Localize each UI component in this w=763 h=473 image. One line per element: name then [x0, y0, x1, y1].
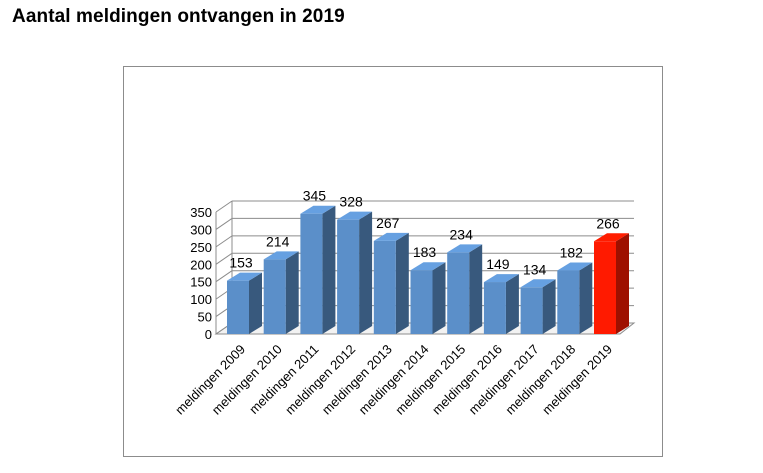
- bar-top: [337, 211, 373, 220]
- bar-top: [594, 233, 629, 242]
- bar-side: [542, 279, 556, 334]
- page-title: Aantal meldingen ontvangen in 2019: [12, 6, 345, 27]
- bar-front: [337, 219, 360, 334]
- data-label: 234: [450, 226, 474, 242]
- bar-top: [483, 274, 519, 283]
- bar-side: [432, 262, 446, 334]
- bar-top: [410, 262, 446, 271]
- y-tick-label: 300: [190, 222, 212, 237]
- data-label: 183: [413, 244, 437, 260]
- bar-side: [322, 205, 336, 334]
- bar: [594, 233, 629, 334]
- bar: [227, 272, 262, 334]
- bar-front: [227, 280, 249, 334]
- data-label: 153: [229, 255, 253, 271]
- y-tick-label: 250: [190, 240, 212, 255]
- data-label: 149: [486, 256, 510, 272]
- bar-front: [447, 252, 470, 334]
- gridline-side: [215, 235, 233, 248]
- bar-front: [373, 240, 396, 334]
- bar-top: [263, 251, 299, 260]
- bar-front: [594, 241, 616, 334]
- bar-side: [505, 274, 519, 334]
- bar-front: [520, 287, 543, 334]
- bar-side: [469, 244, 483, 334]
- y-tick-label: 0: [205, 327, 212, 342]
- bar: [337, 211, 373, 334]
- bar-top: [447, 244, 483, 253]
- bar: [447, 244, 483, 334]
- gridline-side: [215, 218, 233, 230]
- bar-top: [520, 279, 556, 288]
- bar-top: [227, 272, 262, 281]
- data-label: 214: [266, 233, 290, 249]
- bar: [410, 262, 446, 334]
- bar-side: [285, 251, 299, 334]
- gridline-side: [215, 200, 233, 213]
- bar-top: [373, 232, 409, 241]
- bar-top: [557, 262, 593, 271]
- bar-side: [616, 233, 629, 334]
- bar-side: [579, 262, 593, 334]
- y-tick-label: 50: [198, 310, 212, 325]
- y-axis-ticks: 0 50 100 150 200 250 300 350: [190, 205, 212, 342]
- data-label: 328: [339, 194, 363, 210]
- bar-top: [300, 205, 336, 214]
- gridline-side: [215, 270, 233, 283]
- bar-front: [483, 282, 506, 334]
- gridline-side: [215, 252, 233, 265]
- bar: [483, 274, 519, 334]
- bar-front: [557, 270, 580, 334]
- bar-side: [249, 272, 262, 334]
- bar-side: [395, 232, 409, 334]
- data-label: 267: [376, 215, 400, 231]
- y-tick-label: 350: [190, 205, 212, 220]
- y-tick-label: 100: [190, 292, 212, 307]
- data-labels: 153 214 345 328 267 183 234 149 134 182 266: [229, 188, 620, 278]
- bar: [557, 262, 593, 334]
- data-label: 134: [523, 261, 547, 277]
- bar-front: [263, 259, 286, 334]
- chart-bars: [227, 205, 629, 334]
- data-label: 182: [560, 245, 584, 261]
- bar: [300, 205, 336, 334]
- data-label: 345: [303, 188, 327, 204]
- bar: [263, 251, 299, 334]
- bar: [373, 232, 409, 334]
- bar: [520, 279, 556, 334]
- bar-side: [359, 211, 373, 334]
- y-tick-label: 150: [190, 275, 212, 290]
- data-label: 266: [596, 215, 620, 231]
- bar-front: [410, 270, 433, 334]
- y-tick-label: 200: [190, 257, 212, 272]
- bar-front: [300, 213, 323, 334]
